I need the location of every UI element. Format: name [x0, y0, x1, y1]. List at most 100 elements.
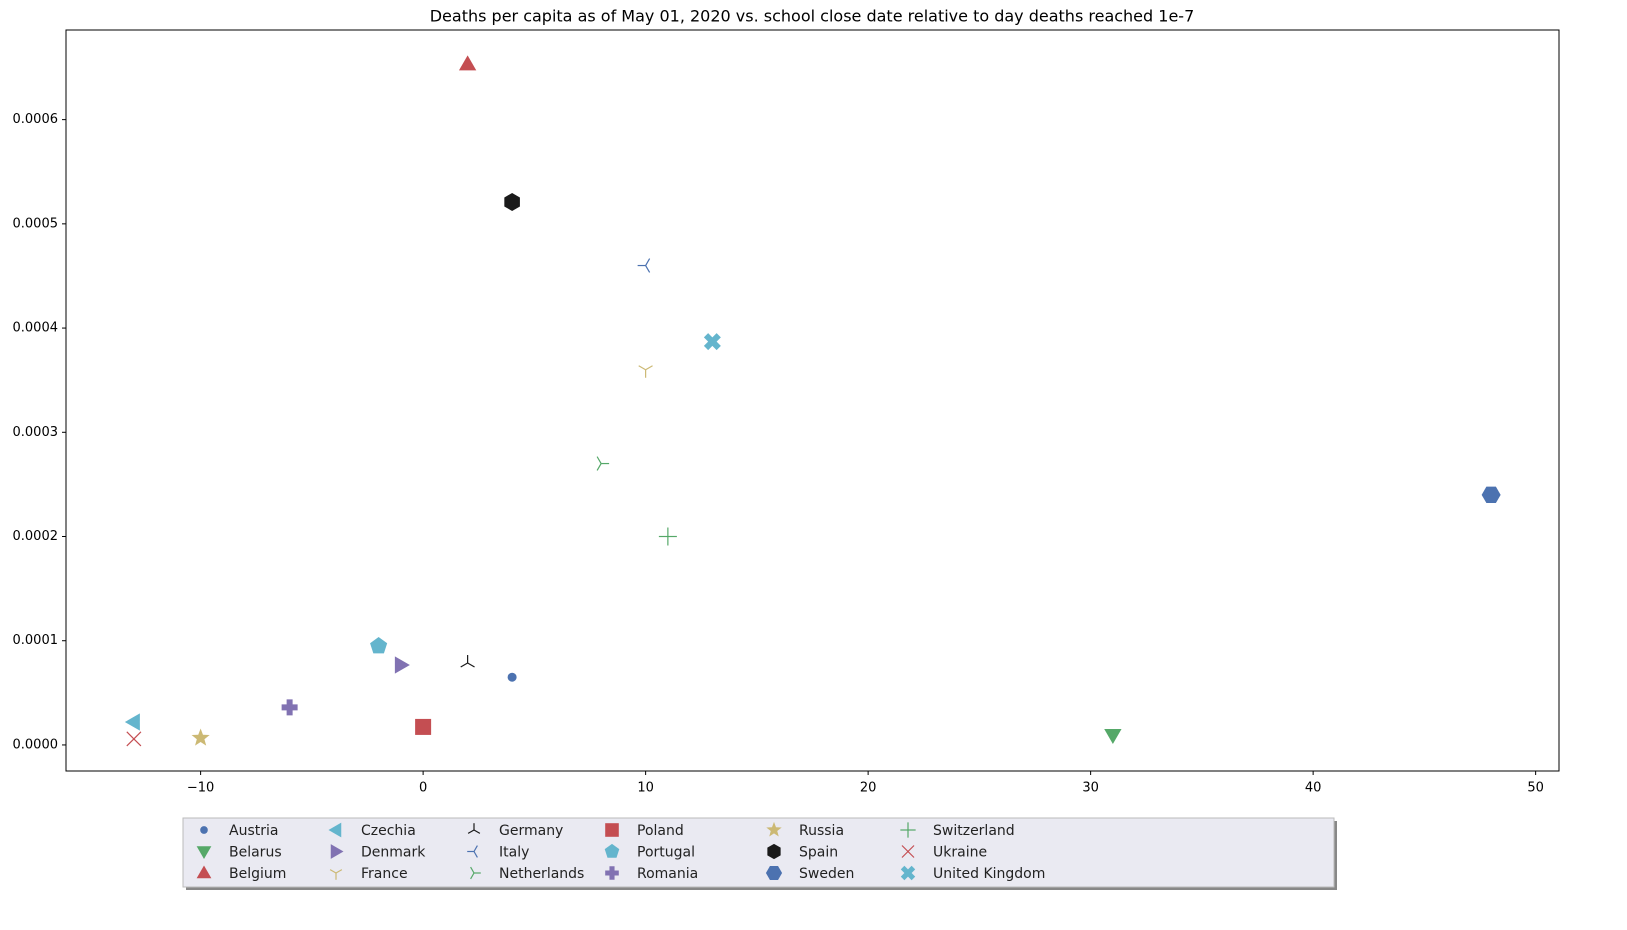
marker-shape [191, 728, 210, 746]
y-tick-label: 0.0004 [13, 321, 59, 336]
marker-stroke [907, 845, 915, 852]
y-tick-label: 0.0001 [13, 633, 59, 648]
point [126, 731, 142, 747]
marker-shape [394, 656, 410, 674]
marker-shape [370, 637, 388, 654]
marker-stroke [473, 845, 478, 852]
point [191, 728, 210, 746]
legend-marker [900, 822, 916, 838]
marker-stroke [470, 872, 475, 880]
marker-stroke [133, 738, 142, 747]
legend-label: Romania [637, 866, 698, 882]
marker-shape [196, 846, 212, 859]
x-tick-label: 0 [419, 781, 427, 796]
marker-shape [504, 192, 520, 211]
marker-shape [605, 823, 619, 837]
marker-shape [900, 865, 916, 881]
legend-label: United Kingdom [933, 866, 1045, 882]
legend-label: Czechia [361, 823, 416, 839]
point [124, 713, 140, 731]
legend-label: Belgium [229, 866, 286, 882]
y-tick-label: 0.0005 [13, 216, 59, 231]
legend-marker [196, 865, 212, 879]
x-tick-label: 20 [860, 781, 877, 796]
legend-marker [328, 822, 342, 838]
marker-shape [605, 866, 619, 880]
point [658, 527, 677, 546]
legend-marker [605, 866, 619, 880]
marker-shape [604, 843, 620, 858]
y-tick-label: 0.0003 [13, 425, 59, 440]
legend-label: Italy [499, 845, 529, 861]
point [1104, 728, 1122, 744]
marker-stroke [645, 365, 653, 371]
x-tick-label: 10 [637, 781, 654, 796]
legend-marker [196, 846, 212, 859]
marker-shape [458, 55, 477, 71]
legend-marker [329, 869, 343, 880]
marker-shape [1481, 486, 1501, 504]
marker-stroke [126, 731, 135, 740]
marker-stroke [335, 869, 343, 874]
point [703, 333, 721, 351]
legend-label: Belarus [229, 845, 282, 861]
legend-box [182, 817, 1335, 888]
marker-shape [200, 826, 208, 834]
legend-label: Denmark [361, 845, 426, 861]
legend-label: Portugal [637, 845, 695, 861]
marker-stroke [467, 829, 475, 834]
legend-label: Austria [229, 823, 278, 839]
point [507, 672, 517, 682]
legend-marker [470, 866, 481, 880]
legend-label: Netherlands [499, 866, 584, 882]
marker-stroke [329, 869, 337, 874]
legend-marker [467, 823, 481, 834]
marker-shape [196, 865, 212, 879]
legend-label: Poland [637, 823, 684, 839]
legend-label: Germany [499, 823, 563, 839]
point [504, 192, 520, 211]
point [370, 637, 388, 654]
point [460, 655, 475, 668]
marker-shape [328, 822, 342, 838]
y-tick-label: 0.0002 [13, 529, 59, 544]
legend-label: Switzerland [933, 823, 1015, 839]
legend-label: Russia [799, 823, 844, 839]
marker-shape [766, 821, 782, 837]
marker-stroke [467, 662, 475, 668]
marker-shape [415, 718, 432, 735]
legend-label: Ukraine [933, 845, 987, 861]
marker-stroke [473, 851, 478, 858]
marker-shape [1104, 728, 1122, 744]
legend-marker [467, 845, 478, 858]
x-tick-label: −10 [187, 781, 214, 796]
x-tick-label: 50 [1527, 781, 1544, 796]
point [415, 718, 432, 735]
marker-stroke [907, 851, 915, 858]
point [638, 365, 653, 378]
legend-label: France [361, 866, 408, 882]
plot-frame [65, 29, 1560, 772]
marker-stroke [596, 456, 602, 464]
marker-shape [330, 844, 344, 859]
point [281, 699, 298, 716]
marker-stroke [638, 365, 646, 371]
chart-title: Deaths per capita as of May 01, 2020 vs.… [430, 7, 1195, 26]
marker-shape [767, 843, 781, 860]
marker-stroke [645, 258, 651, 266]
marker-stroke [473, 829, 481, 834]
legend-marker [604, 843, 620, 858]
legend-marker [767, 843, 781, 860]
legend-marker [765, 866, 783, 880]
marker-stroke [460, 662, 468, 668]
point [637, 258, 651, 273]
legend-marker [605, 823, 619, 837]
legend-marker [200, 826, 208, 834]
legend-marker [766, 821, 782, 837]
point [1481, 486, 1501, 504]
point [596, 456, 610, 471]
legend-label: Spain [799, 845, 838, 861]
point [458, 55, 477, 71]
marker-shape [703, 333, 721, 351]
